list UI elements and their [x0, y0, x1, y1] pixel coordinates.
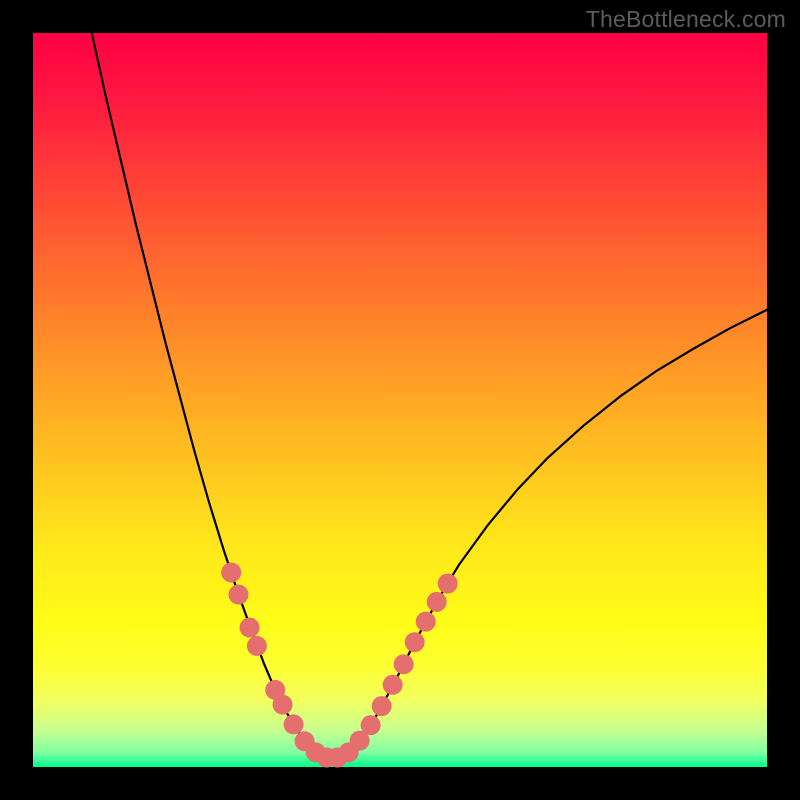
highlight-dot	[405, 632, 425, 652]
highlight-dot	[240, 618, 260, 638]
highlight-dot	[383, 675, 403, 695]
highlight-dot	[284, 714, 304, 734]
highlight-dot	[361, 715, 381, 735]
highlight-dot	[438, 574, 458, 594]
chart-container: TheBottleneck.com	[0, 0, 800, 800]
highlight-dot	[394, 654, 414, 674]
bottleneck-curve-chart	[0, 0, 800, 800]
highlight-dot	[221, 562, 241, 582]
highlight-dot	[372, 696, 392, 716]
highlight-dot	[273, 695, 293, 715]
highlight-dot	[247, 636, 267, 656]
highlight-dot	[416, 612, 436, 632]
watermark-label: TheBottleneck.com	[586, 6, 786, 33]
highlight-dot	[229, 585, 249, 605]
highlight-dot	[427, 592, 447, 612]
